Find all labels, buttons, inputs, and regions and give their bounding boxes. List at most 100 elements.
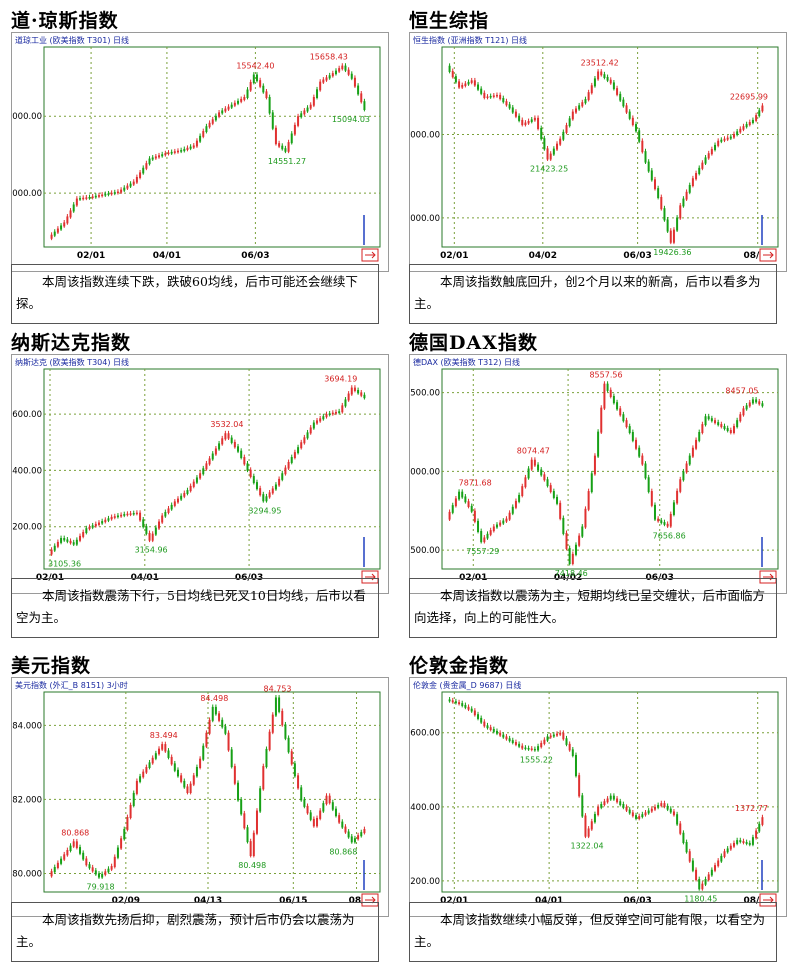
candle bbox=[167, 508, 170, 513]
candle bbox=[271, 714, 274, 733]
candle bbox=[53, 231, 56, 236]
x-tick-label: 02/01 bbox=[77, 251, 105, 261]
candle bbox=[593, 814, 596, 823]
candle bbox=[546, 736, 549, 741]
candle bbox=[303, 799, 306, 807]
candle bbox=[464, 704, 467, 708]
candle bbox=[306, 805, 309, 814]
data-label: 8074.47 bbox=[517, 447, 550, 456]
candle bbox=[214, 448, 217, 455]
chart-svg: 道琼工业 (欧美指数 T301) 日线 14000.00 15000.00 02/01… bbox=[12, 35, 381, 262]
candle bbox=[139, 776, 142, 782]
candle bbox=[635, 439, 638, 449]
candle bbox=[183, 492, 186, 497]
candle bbox=[126, 185, 129, 189]
candle bbox=[303, 110, 306, 115]
candle bbox=[720, 855, 723, 862]
candle bbox=[593, 78, 596, 87]
candle bbox=[458, 81, 461, 88]
candle bbox=[559, 732, 562, 735]
candle bbox=[316, 420, 319, 424]
candle bbox=[233, 102, 236, 106]
candle bbox=[268, 731, 271, 750]
candle bbox=[284, 148, 287, 152]
candle bbox=[467, 81, 470, 85]
candle bbox=[732, 133, 735, 138]
candle bbox=[116, 847, 119, 858]
candle bbox=[701, 883, 704, 890]
candle bbox=[284, 724, 287, 739]
candle bbox=[227, 106, 230, 110]
chart-header: 美元指数 (外汇_B 8151) 3小时 bbox=[15, 680, 128, 690]
candle bbox=[616, 402, 619, 410]
candle bbox=[612, 82, 615, 90]
candle bbox=[748, 842, 751, 845]
candle bbox=[622, 99, 625, 107]
candle bbox=[91, 196, 94, 198]
candle bbox=[657, 804, 660, 808]
y-tick-label: 3600.00 bbox=[12, 410, 42, 420]
candle bbox=[461, 491, 464, 498]
candle bbox=[606, 383, 609, 391]
candle bbox=[552, 491, 555, 498]
candle bbox=[631, 431, 634, 441]
candle bbox=[448, 511, 451, 520]
candle bbox=[322, 416, 325, 420]
candle bbox=[666, 523, 669, 527]
candle bbox=[227, 433, 230, 439]
candle bbox=[619, 93, 622, 101]
commentary: 本周该指数继续小幅反弹，但反弹空间可能有限，以看空为主。 bbox=[409, 902, 777, 962]
candle bbox=[230, 749, 233, 768]
candle bbox=[79, 198, 82, 200]
candle bbox=[154, 527, 157, 535]
candle bbox=[745, 405, 748, 410]
candle bbox=[540, 742, 543, 748]
candle bbox=[631, 117, 634, 126]
candle bbox=[101, 521, 104, 524]
chart-svg: 恒生指数 (亚洲指数 T121) 日线 20000.00 22000.00 02/01… bbox=[410, 35, 779, 262]
candle bbox=[230, 437, 233, 443]
candle bbox=[120, 189, 123, 193]
candle bbox=[94, 870, 97, 875]
candle bbox=[603, 383, 606, 409]
data-label: 23512.42 bbox=[581, 59, 619, 68]
candle bbox=[609, 79, 612, 84]
candle bbox=[581, 795, 584, 817]
candle bbox=[533, 117, 536, 121]
candle bbox=[635, 124, 638, 132]
candle bbox=[353, 387, 356, 391]
candle bbox=[101, 194, 104, 197]
candle bbox=[521, 486, 524, 496]
candle bbox=[511, 107, 514, 113]
plot-frame bbox=[43, 691, 381, 893]
candle bbox=[489, 530, 492, 535]
candle bbox=[578, 105, 581, 110]
candle bbox=[562, 732, 565, 740]
candle bbox=[319, 810, 322, 819]
candle bbox=[502, 520, 505, 524]
y-tick-label: 84.000 bbox=[12, 721, 42, 731]
y-tick-label: 3400.00 bbox=[12, 466, 42, 476]
x-tick-label: 08/16 bbox=[744, 896, 772, 906]
candle bbox=[603, 801, 606, 806]
candle bbox=[161, 154, 164, 157]
candle bbox=[176, 769, 179, 777]
candle bbox=[192, 145, 195, 148]
candle bbox=[574, 544, 577, 555]
candle bbox=[116, 191, 119, 194]
candle bbox=[499, 522, 502, 526]
candle bbox=[56, 228, 59, 233]
candle bbox=[562, 131, 565, 140]
chart-header: 纳斯达克 (欧美指数 T304) 日线 bbox=[15, 357, 129, 367]
candle bbox=[334, 70, 337, 75]
candle bbox=[647, 477, 650, 493]
candle bbox=[189, 146, 192, 149]
candle bbox=[357, 85, 360, 95]
candle bbox=[663, 208, 666, 221]
candle bbox=[145, 526, 148, 534]
chart-box: 恒生指数 (亚洲指数 T121) 日线 20000.00 22000.00 02/01… bbox=[409, 32, 787, 272]
candle bbox=[255, 810, 258, 834]
candle bbox=[726, 428, 729, 432]
candle bbox=[319, 81, 322, 91]
candle bbox=[590, 85, 593, 94]
